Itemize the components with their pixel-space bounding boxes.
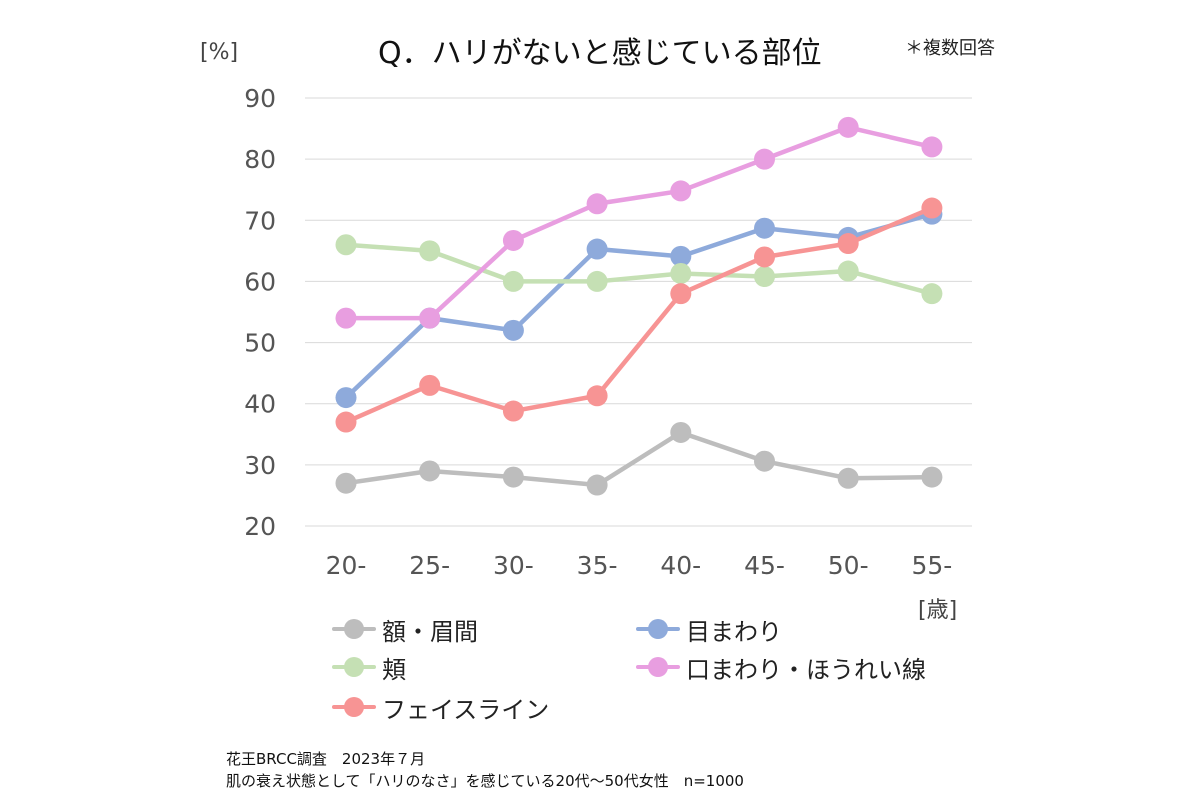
data-point-cheek: [335, 234, 357, 256]
legend-swatch-forehead: [332, 614, 376, 644]
data-point-mouth-area: [837, 116, 859, 138]
data-point-cheek: [921, 283, 943, 305]
series-line-cheek: [345, 242, 933, 296]
legend-label-mouth-area: 口まわり・ほうれい線: [686, 655, 926, 684]
data-point-mouth-area: [754, 148, 775, 170]
y-axis-ticks: 20 30 40 50 60 70 80 90: [244, 84, 276, 541]
x-tick-label: 30-: [493, 551, 534, 580]
legend-item-forehead: 額・眉間: [332, 614, 478, 646]
gridlines: [305, 97, 972, 527]
legend-item-face-line: フェイスライン: [332, 692, 550, 724]
y-tick-label: 40: [244, 390, 276, 419]
data-point-eye-area: [586, 238, 608, 260]
x-tick-label: 35-: [577, 551, 618, 580]
series-forehead: [335, 421, 943, 496]
data-point-face-line: [837, 233, 859, 255]
legend-label-cheek: 頬: [382, 655, 406, 684]
x-tick-label: 45-: [744, 551, 785, 580]
series-line-mouth-area: [346, 125, 933, 321]
x-tick-label: 25-: [409, 551, 450, 580]
data-point-cheek: [502, 270, 524, 292]
data-point-eye-area: [670, 245, 692, 267]
data-point-face-line: [502, 400, 524, 422]
x-axis-ticks: 20- 25- 30- 35- 40- 45- 50- 55-: [326, 551, 953, 580]
data-point-mouth-area: [419, 307, 441, 329]
y-tick-label: 80: [244, 145, 276, 174]
x-tick-label: 40-: [660, 551, 701, 580]
series-face-line: [335, 197, 943, 433]
chart-title: Q．ハリがないと感じている部位: [378, 36, 822, 71]
series-layer: [335, 116, 943, 496]
legend-item-eye-area: 目まわり: [636, 614, 782, 646]
legend-swatch-face-line: [332, 692, 376, 722]
data-point-cheek: [670, 262, 692, 284]
multiple-answer-note: ＊複数回答: [905, 38, 995, 59]
x-tick-label: 20-: [326, 551, 367, 580]
legend-swatch-eye-area: [636, 614, 680, 644]
series-cheek: [335, 234, 943, 305]
data-point-forehead: [754, 450, 775, 472]
data-point-eye-area: [335, 387, 357, 409]
footer-sample: 肌の衰え状態として「ハリのなさ」を感じている20代～50代女性 n=1000: [226, 772, 744, 790]
data-point-face-line: [670, 283, 692, 305]
data-point-cheek: [586, 270, 608, 292]
legend-item-cheek: 頬: [332, 652, 406, 684]
data-point-face-line: [586, 385, 608, 407]
data-point-face-line: [419, 374, 441, 396]
data-point-cheek: [837, 260, 859, 282]
y-tick-label: 50: [244, 329, 276, 358]
data-point-mouth-area: [921, 136, 943, 158]
data-point-cheek: [754, 266, 775, 288]
data-point-forehead: [921, 466, 943, 488]
legend-swatch-mouth-area: [636, 652, 680, 682]
data-point-eye-area: [754, 217, 775, 239]
series-line-face-line: [345, 205, 933, 425]
x-tick-label: 50-: [828, 551, 869, 580]
data-point-forehead: [335, 472, 357, 494]
y-tick-label: 20: [244, 512, 276, 541]
series-mouth-area: [335, 116, 943, 329]
data-point-eye-area: [502, 319, 524, 341]
data-point-mouth-area: [335, 307, 357, 329]
data-point-forehead: [837, 467, 859, 489]
x-axis-unit-label: [歳]: [918, 598, 958, 623]
y-tick-label: 60: [244, 267, 276, 296]
legend-label-forehead: 額・眉間: [382, 617, 478, 646]
data-point-mouth-area: [670, 180, 692, 202]
series-line-forehead: [345, 430, 932, 488]
x-tick-label: 55-: [911, 551, 952, 580]
data-point-face-line: [335, 411, 357, 433]
data-point-forehead: [586, 474, 608, 496]
y-axis-unit-label: [%]: [200, 40, 239, 65]
data-point-forehead: [419, 460, 441, 482]
y-tick-label: 70: [244, 206, 276, 235]
data-point-cheek: [419, 240, 441, 262]
legend-item-mouth-area: 口まわり・ほうれい線: [636, 652, 926, 684]
legend-label-eye-area: 目まわり: [686, 617, 782, 646]
legend-swatch-cheek: [332, 652, 376, 682]
data-point-forehead: [502, 466, 524, 488]
data-point-mouth-area: [502, 229, 524, 251]
data-point-face-line: [754, 246, 775, 268]
legend-label-face-line: フェイスライン: [382, 695, 550, 724]
data-point-forehead: [670, 421, 692, 443]
y-tick-label: 30: [244, 451, 276, 480]
y-tick-label: 90: [244, 84, 276, 113]
series-line-eye-area: [344, 212, 933, 400]
footer-source: 花王BRCC調査 2023年７月: [226, 750, 426, 768]
data-point-face-line: [921, 197, 943, 219]
data-point-mouth-area: [586, 193, 608, 215]
